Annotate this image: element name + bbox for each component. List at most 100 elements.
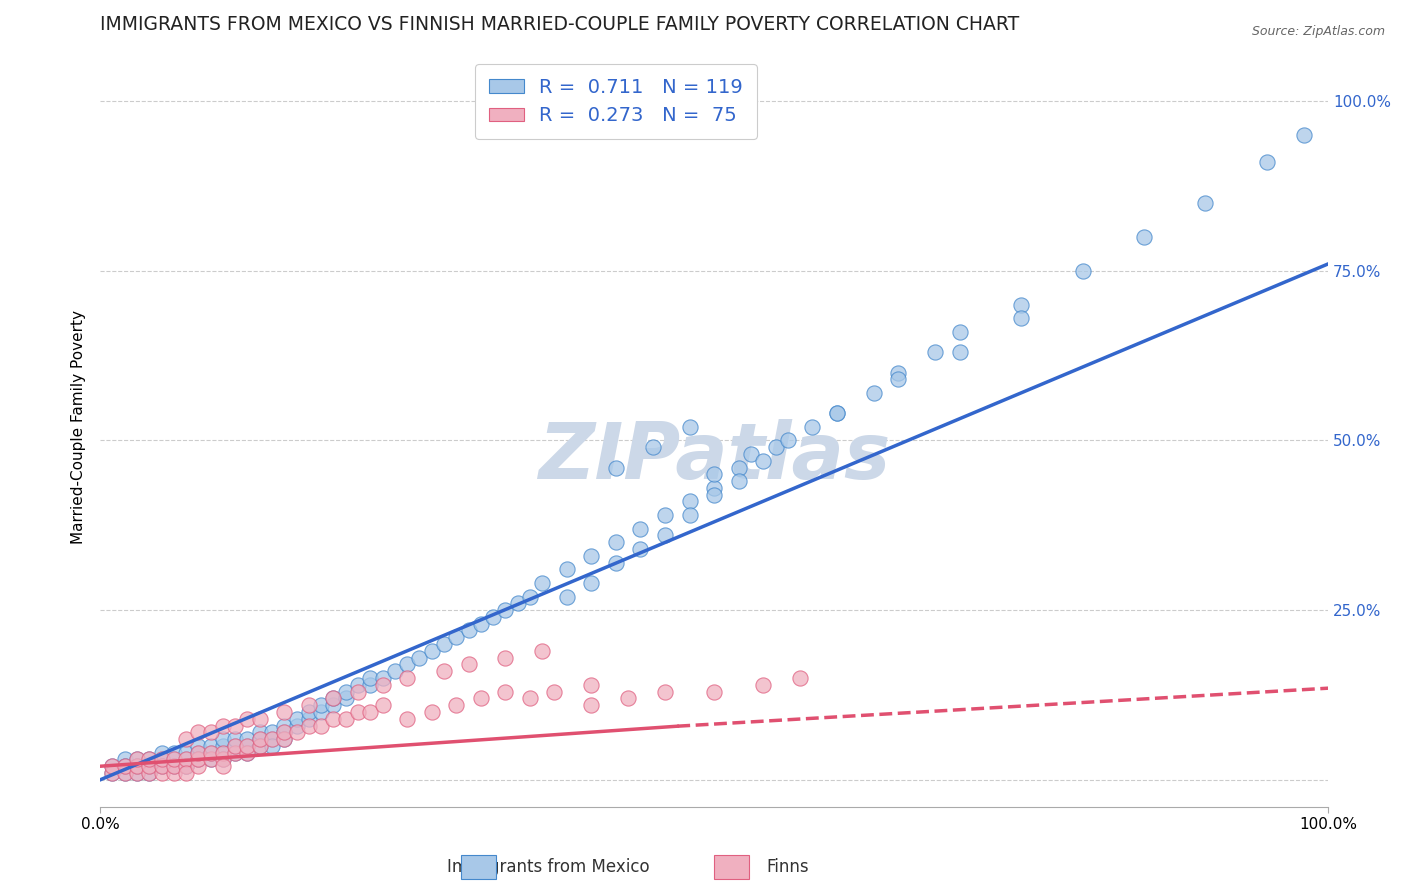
Point <box>163 759 186 773</box>
Point <box>236 732 259 747</box>
Point <box>605 535 627 549</box>
Point <box>630 522 652 536</box>
Point <box>236 746 259 760</box>
Point <box>125 766 148 780</box>
Point <box>260 739 283 753</box>
Point <box>212 759 235 773</box>
Point <box>285 725 308 739</box>
Point <box>125 766 148 780</box>
Point <box>114 752 136 766</box>
Point <box>678 508 700 522</box>
Point <box>114 759 136 773</box>
Point <box>703 488 725 502</box>
Point <box>114 766 136 780</box>
Point <box>101 766 124 780</box>
Point <box>273 705 295 719</box>
Point <box>174 759 197 773</box>
Point <box>470 616 492 631</box>
Point <box>114 766 136 780</box>
Point <box>236 739 259 753</box>
Point <box>125 752 148 766</box>
Point <box>125 759 148 773</box>
Point <box>163 752 186 766</box>
Point <box>924 345 946 359</box>
Point <box>273 732 295 747</box>
Point <box>1071 263 1094 277</box>
Text: IMMIGRANTS FROM MEXICO VS FINNISH MARRIED-COUPLE FAMILY POVERTY CORRELATION CHAR: IMMIGRANTS FROM MEXICO VS FINNISH MARRIE… <box>100 15 1019 34</box>
Point <box>101 766 124 780</box>
Point <box>420 644 443 658</box>
Point <box>260 725 283 739</box>
Point <box>236 739 259 753</box>
Point <box>396 657 419 672</box>
Point <box>249 732 271 747</box>
Point <box>727 460 749 475</box>
Point <box>887 366 910 380</box>
Point <box>150 766 173 780</box>
Point <box>187 739 209 753</box>
Text: Source: ZipAtlas.com: Source: ZipAtlas.com <box>1251 25 1385 38</box>
Point <box>200 725 222 739</box>
Point <box>224 732 246 747</box>
Legend: R =  0.711   N = 119, R =  0.273   N =  75: R = 0.711 N = 119, R = 0.273 N = 75 <box>475 64 756 139</box>
Point <box>187 752 209 766</box>
Point <box>949 345 972 359</box>
Point <box>543 684 565 698</box>
Point <box>506 596 529 610</box>
Point <box>555 590 578 604</box>
Point <box>212 746 235 760</box>
Point <box>125 759 148 773</box>
Point <box>138 766 160 780</box>
Point <box>150 759 173 773</box>
Point <box>654 684 676 698</box>
Point <box>359 671 381 685</box>
Point <box>384 664 406 678</box>
Point <box>482 610 505 624</box>
Point <box>322 712 344 726</box>
Point <box>298 705 321 719</box>
Point <box>494 603 516 617</box>
Point <box>101 759 124 773</box>
Point <box>212 739 235 753</box>
Point <box>174 766 197 780</box>
Point <box>249 739 271 753</box>
Point <box>212 718 235 732</box>
Point <box>114 759 136 773</box>
Point <box>163 752 186 766</box>
Point <box>519 691 541 706</box>
Point <box>174 759 197 773</box>
Point <box>1256 155 1278 169</box>
Point <box>273 718 295 732</box>
Point <box>285 718 308 732</box>
Point <box>212 732 235 747</box>
Point <box>138 759 160 773</box>
Point <box>371 678 394 692</box>
Point <box>200 752 222 766</box>
Point <box>187 752 209 766</box>
Point <box>322 691 344 706</box>
Point <box>138 752 160 766</box>
Point <box>703 467 725 482</box>
Point <box>212 752 235 766</box>
Point <box>408 650 430 665</box>
Point <box>359 705 381 719</box>
Point <box>200 739 222 753</box>
Point <box>273 725 295 739</box>
Point <box>249 725 271 739</box>
Point <box>1010 311 1032 326</box>
Point <box>298 698 321 713</box>
Point <box>174 732 197 747</box>
Point <box>531 576 554 591</box>
Point <box>581 698 603 713</box>
Point <box>654 528 676 542</box>
Point <box>752 678 775 692</box>
Point <box>789 671 811 685</box>
Text: Finns: Finns <box>766 858 808 876</box>
Point <box>174 752 197 766</box>
Point <box>200 746 222 760</box>
Point <box>630 541 652 556</box>
Point <box>446 698 468 713</box>
Point <box>322 691 344 706</box>
Point <box>678 420 700 434</box>
Point <box>260 732 283 747</box>
